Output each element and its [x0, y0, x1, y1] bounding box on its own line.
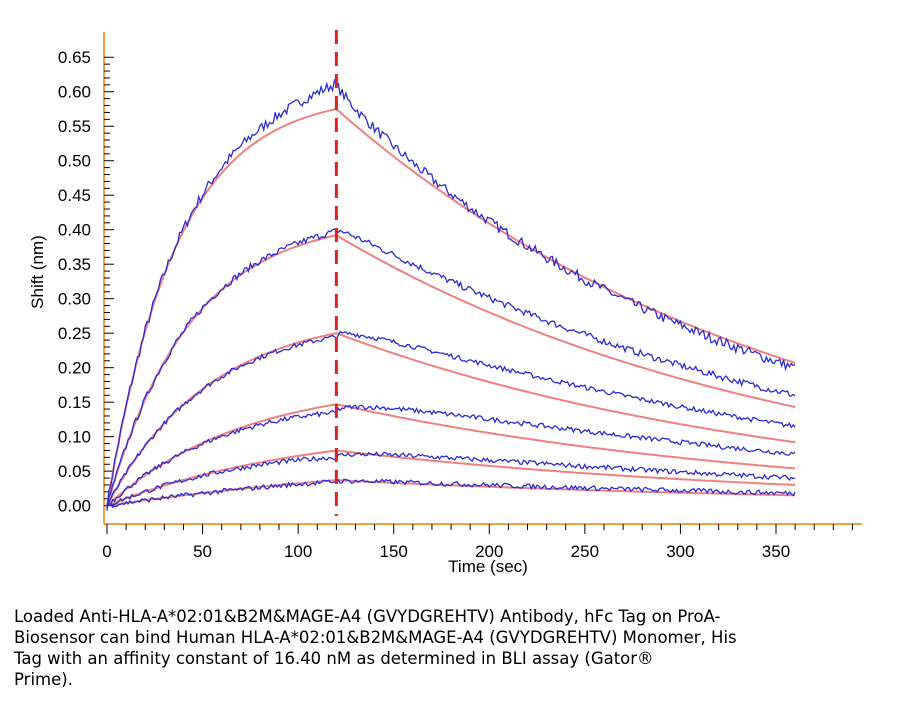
measured-curve-5 — [106, 451, 796, 507]
fit-curve-3 — [106, 332, 796, 507]
fit-curve-4 — [106, 403, 796, 507]
x-tick-label: 150 — [380, 542, 408, 561]
y-tick-label: 0.35 — [58, 255, 91, 274]
y-tick-label: 0.05 — [58, 462, 91, 481]
measured-curve-6 — [106, 478, 796, 509]
x-tick-label: 50 — [193, 542, 212, 561]
y-tick-label: 0.00 — [58, 497, 91, 516]
x-tick-label: 0 — [102, 542, 111, 561]
y-tick-label: 0.25 — [58, 324, 91, 343]
caption-line-1: Loaded Anti-HLA-A*02:01&B2M&MAGE-A4 (GVY… — [14, 607, 721, 626]
x-tick-label: 200 — [475, 542, 503, 561]
measured-curve-1 — [106, 78, 796, 511]
caption-line-3: Tag with an affinity constant of 16.40 n… — [14, 649, 654, 668]
fit-curve-6 — [106, 479, 796, 507]
figure-caption: Loaded Anti-HLA-A*02:01&B2M&MAGE-A4 (GVY… — [14, 606, 864, 690]
y-tick-label: 0.55 — [58, 117, 91, 136]
x-tick-label: 250 — [571, 542, 599, 561]
caption-line-4: Prime). — [14, 670, 73, 689]
measured-curve-2 — [106, 228, 796, 509]
y-axis-title: Shift (nm) — [28, 235, 47, 309]
y-tick-label: 0.45 — [58, 186, 91, 205]
bli-sensorgram-chart: 0 50 100 150 200 250 300 350 0.00 0.05 0.10 0.15 0.2… — [28, 30, 862, 576]
y-tick-label: 0.15 — [58, 393, 91, 412]
y-tick-label: 0.60 — [58, 83, 91, 102]
y-tick-label: 0.50 — [58, 152, 91, 171]
fit-curve-1 — [106, 107, 796, 506]
measured-curve-4 — [106, 404, 796, 507]
x-tick-label: 300 — [666, 542, 694, 561]
x-axis-title: Time (sec) — [448, 557, 528, 576]
fit-curve-5 — [106, 449, 796, 507]
y-tick-label: 0.40 — [58, 221, 91, 240]
x-tick-label: 100 — [284, 542, 312, 561]
caption-line-2: Biosensor can bind Human HLA-A*02:01&B2M… — [14, 628, 737, 647]
y-tick-label: 0.30 — [58, 290, 91, 309]
y-tick-label: 0.65 — [58, 48, 91, 67]
x-tick-label: 350 — [762, 542, 790, 561]
measured-curve-3 — [106, 330, 796, 506]
y-tick-label: 0.20 — [58, 359, 91, 378]
y-tick-label: 0.10 — [58, 428, 91, 447]
